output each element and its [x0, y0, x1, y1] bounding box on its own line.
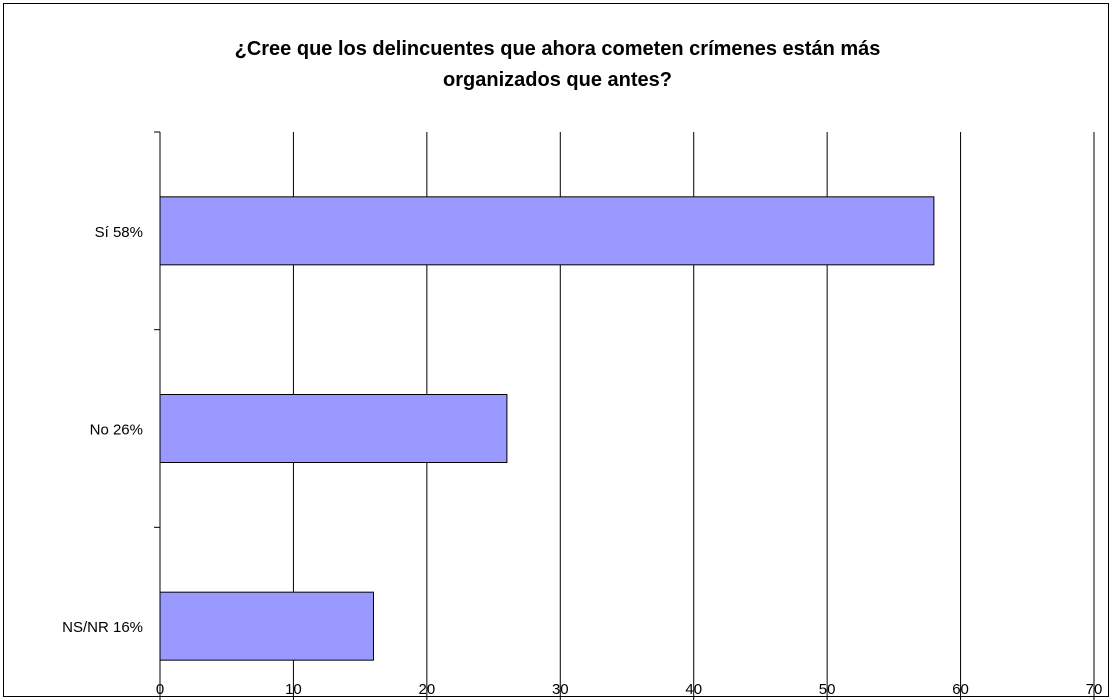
- x-tick-label: 30: [552, 681, 569, 698]
- chart-title-line-1: ¿Cree que los delincuentes que ahora com…: [234, 38, 881, 60]
- x-tick-label: 60: [952, 681, 969, 698]
- x-tick-label: 70: [1086, 681, 1103, 698]
- bar: [159, 591, 374, 661]
- x-tick-label: 0: [156, 681, 164, 698]
- x-tick-label: 20: [419, 681, 436, 698]
- bar: [159, 196, 935, 266]
- chart-frame: [3, 3, 1109, 697]
- chart-title: ¿Cree que los delincuentes que ahora com…: [0, 34, 1115, 96]
- category-label: Sí 58%: [95, 224, 143, 241]
- x-tick-label: 50: [819, 681, 836, 698]
- chart-title-line-2: organizados que antes?: [443, 69, 672, 91]
- x-tick-label: 10: [285, 681, 302, 698]
- x-tick-label: 40: [685, 681, 702, 698]
- bar: [159, 394, 508, 463]
- category-label: NS/NR 16%: [62, 619, 143, 636]
- category-label: No 26%: [90, 422, 143, 439]
